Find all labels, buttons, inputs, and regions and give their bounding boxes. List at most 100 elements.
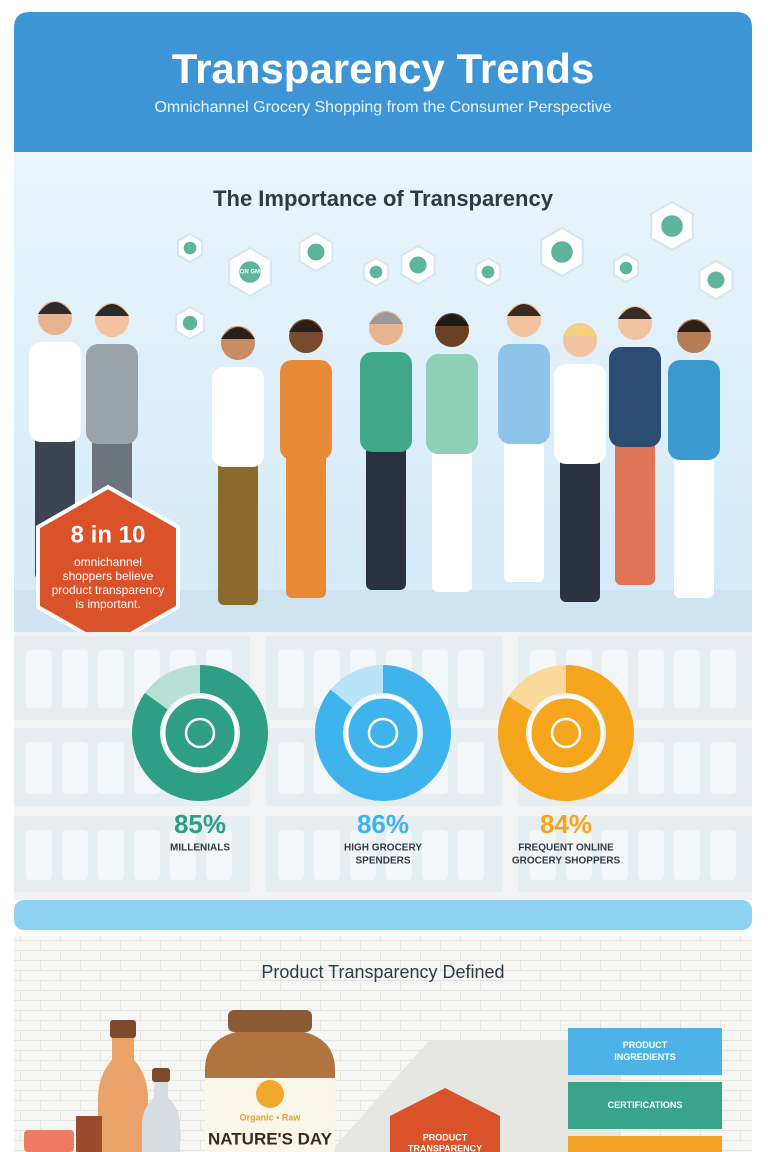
definition-block: [568, 1136, 722, 1152]
icon: [182, 315, 198, 331]
stat-line: shoppers believe: [63, 569, 154, 583]
person-legs: [674, 448, 714, 598]
definition-text: INGREDIENTS: [614, 1052, 676, 1062]
product: [710, 742, 736, 794]
icon: [707, 271, 725, 289]
defined-title: Product Transparency Defined: [261, 962, 504, 982]
header-subtitle: Omnichannel Grocery Shopping from the Co…: [154, 99, 611, 116]
stat-label: HIGH GROCERY: [344, 843, 422, 854]
product: [386, 830, 412, 880]
product: [26, 742, 52, 794]
icon: [481, 265, 495, 279]
person-hair: [221, 327, 255, 339]
icon: [183, 241, 197, 255]
definition-text: PRODUCT: [623, 1040, 668, 1050]
icon: [551, 241, 573, 263]
definition-block: [568, 1082, 722, 1129]
product: [278, 830, 304, 880]
definition-blocks: PRODUCTINGREDIENTSCERTIFICATIONSNUTRITIO…: [568, 1028, 722, 1152]
donut-arc: [132, 665, 269, 802]
donut-center: [345, 695, 421, 771]
jar-lid: [228, 1010, 312, 1032]
jar-logo: [256, 1080, 284, 1108]
person-body: [360, 352, 412, 452]
stat-line: product transparency: [52, 583, 165, 597]
icon-text: NON GMO: [235, 270, 265, 276]
stat-headline: 8 in 10: [71, 521, 146, 548]
person-hair: [369, 312, 403, 324]
product: [98, 742, 124, 794]
person-legs: [366, 440, 406, 590]
product: [62, 650, 88, 708]
product: [674, 742, 700, 794]
stat-label: GROCERY SHOPPERS: [512, 856, 621, 867]
product: [674, 830, 700, 880]
stat-percent: 84%: [540, 809, 592, 839]
product: [170, 830, 196, 880]
person-body: [609, 347, 661, 447]
hexagon-line: TRANSPARENCY: [408, 1143, 482, 1152]
product: [314, 830, 340, 880]
product: [458, 650, 484, 708]
person-legs: [432, 442, 472, 592]
person-hair: [38, 302, 72, 314]
product: [98, 830, 124, 880]
transparency-hexagon: [390, 1088, 500, 1152]
donut-icon: [367, 717, 399, 749]
person-hair: [507, 304, 541, 316]
person-body: [498, 344, 550, 444]
donut-center: [162, 695, 238, 771]
icon-row: NON GMO: [175, 200, 734, 341]
product: [638, 742, 664, 794]
stat-label: MILLENIALS: [170, 843, 230, 854]
person-legs: [218, 455, 258, 605]
stat-percent: 85%: [174, 809, 226, 839]
product: [278, 650, 304, 708]
divider-bar: [14, 900, 752, 930]
person-body: [86, 344, 138, 444]
product: [62, 742, 88, 794]
person-body: [668, 360, 720, 460]
stat-line: is important.: [75, 597, 140, 611]
bottle: [142, 1082, 180, 1152]
person-legs: [615, 435, 655, 585]
product: [134, 830, 160, 880]
hexagon-line: PRODUCT: [423, 1132, 468, 1142]
donut-arc: [498, 665, 635, 802]
product: [350, 830, 376, 880]
product: [710, 650, 736, 708]
stat-line: omnichannel: [74, 555, 142, 569]
bottle: [76, 1116, 102, 1152]
donut-icon: [184, 717, 216, 749]
product: [674, 650, 700, 708]
icon: [409, 256, 427, 274]
bottle-cap: [152, 1068, 170, 1082]
person-hair: [289, 320, 323, 332]
section-title: The Importance of Transparency: [213, 186, 554, 211]
person-body: [554, 364, 606, 464]
product: [206, 830, 232, 880]
header-bg: [14, 12, 752, 152]
person-body: [212, 367, 264, 467]
person-legs: [504, 432, 544, 582]
product: [26, 650, 52, 708]
product: [530, 830, 556, 880]
jar-small: [24, 1130, 74, 1152]
jar-tag: Organic • Raw: [240, 1112, 302, 1122]
product: [98, 650, 124, 708]
donut-icon: [550, 717, 582, 749]
product: [710, 830, 736, 880]
bottle: [98, 1038, 148, 1152]
product: [278, 742, 304, 794]
product: [566, 830, 592, 880]
person-hair: [435, 314, 469, 326]
icon: [307, 243, 325, 261]
person-hair: [563, 324, 597, 336]
person-body: [280, 360, 332, 460]
person-legs: [560, 452, 600, 602]
person-legs: [286, 448, 326, 598]
product: [26, 830, 52, 880]
